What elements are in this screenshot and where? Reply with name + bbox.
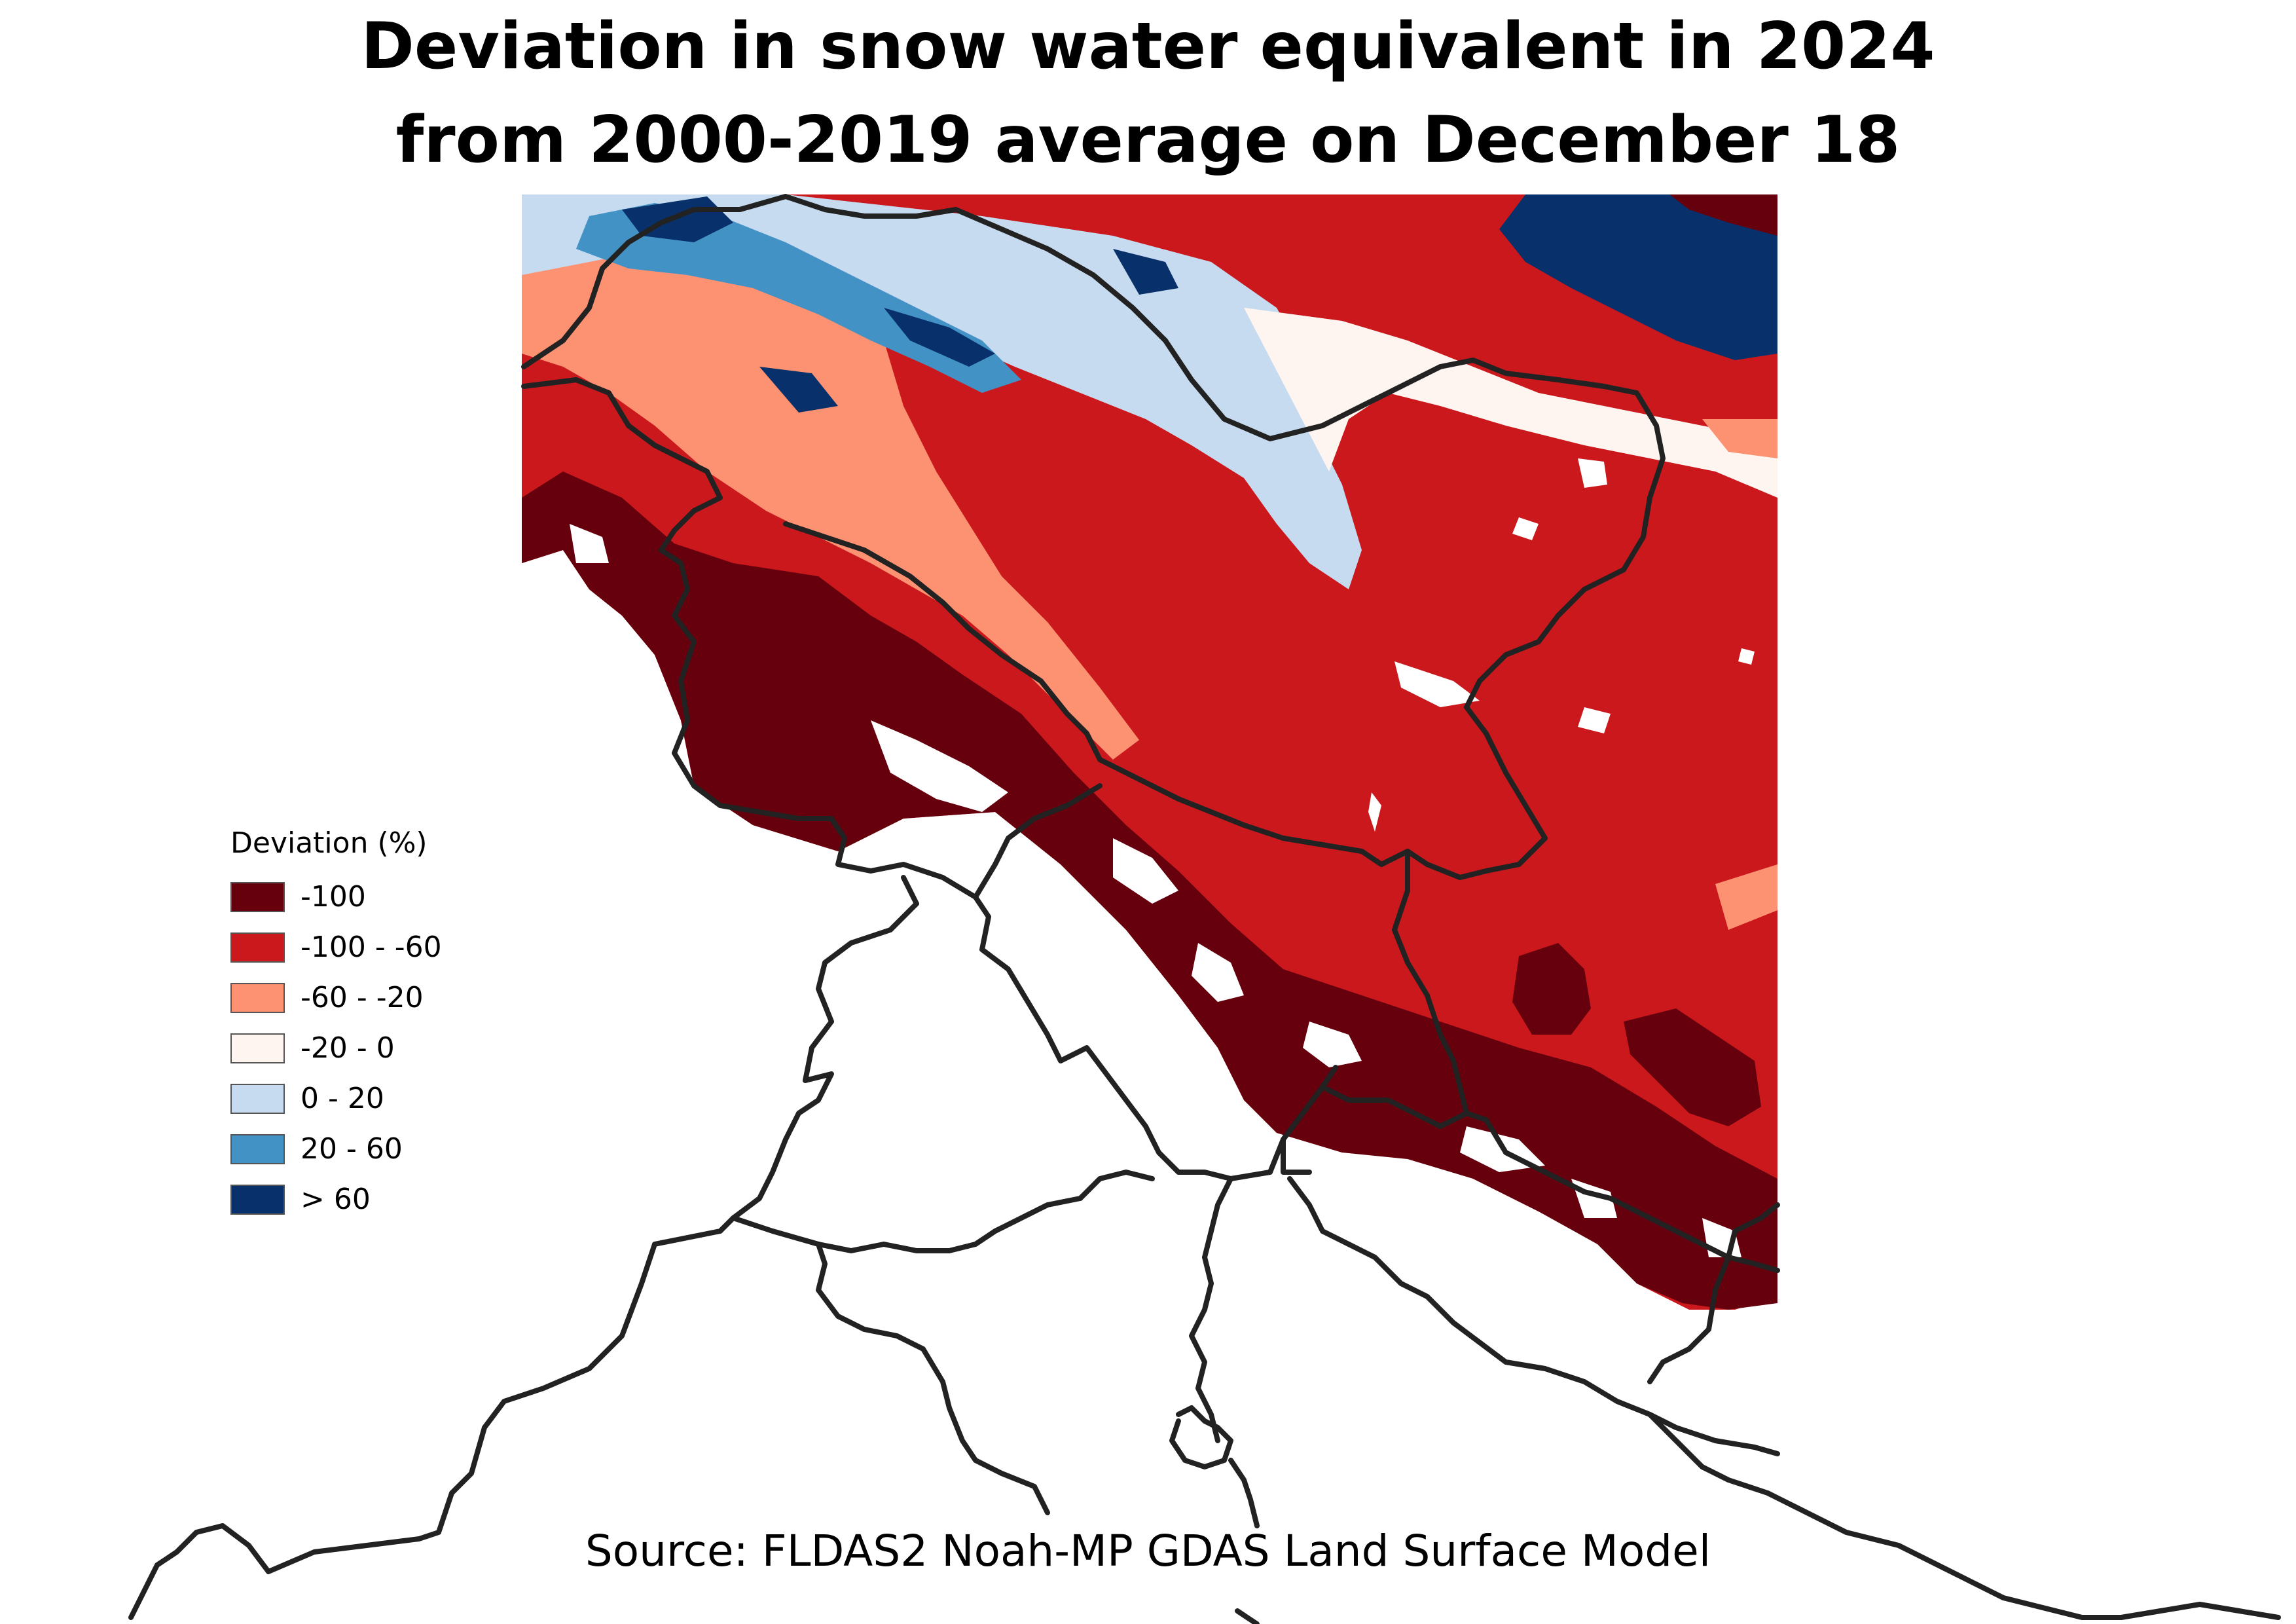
legend-swatch: [230, 982, 285, 1013]
legend-swatch: [230, 1033, 285, 1063]
deviation-minus-60-band: [522, 194, 1139, 760]
border-line-gangetic: [731, 1215, 1050, 1515]
border-line-north: [521, 194, 1666, 880]
border-line-up-loop: [1169, 1405, 1233, 1469]
legend-item-gt-60: > 60: [230, 1174, 442, 1225]
legend-item-minus-100: -100: [230, 872, 442, 922]
deviation-minus-20-0-region: [1244, 308, 1777, 498]
legend-label: 20 - 60: [301, 1132, 403, 1166]
deviation-minus-100-corner: [1669, 194, 1777, 236]
border-line-up: [1189, 1176, 1233, 1443]
border-line-east: [1392, 849, 1780, 1273]
plateau-no-snow-patches: [1368, 458, 1755, 832]
border-line-nepal-west: [1281, 1084, 1469, 1175]
legend-label: -60 - -20: [301, 981, 424, 1014]
legend-item-0-to-20: 0 - 20: [230, 1073, 442, 1124]
border-line-ladakh: [521, 377, 723, 553]
legend-swatch: [230, 1184, 285, 1215]
legend-item-20-to-60: 20 - 60: [230, 1124, 442, 1174]
legend-item-minus-60-to-minus-20: -60 - -20: [230, 972, 442, 1023]
deviation-minus-100-blob-1: [1512, 943, 1591, 1035]
no-snow-region: [522, 550, 1777, 1383]
deviation-minus-100-blob-2: [1624, 1008, 1761, 1126]
border-lines: [128, 194, 2281, 1624]
border-line-central-1: [731, 875, 919, 1221]
border-line-sikkim: [1647, 1202, 1780, 1384]
map-title-line-1: Deviation in snow water equivalent in 20…: [361, 9, 1935, 84]
legend-label: > 60: [301, 1183, 371, 1216]
legend-swatch: [230, 1083, 285, 1114]
map-title-line-2: from 2000-2019 average on December 18: [395, 103, 1901, 177]
border-line-southeast: [1647, 1412, 2281, 1620]
border-line-himalaya: [783, 521, 1410, 867]
legend-label: -100 - -60: [301, 931, 442, 964]
legend-label: -100: [301, 880, 366, 913]
border-line-delhi-south: [816, 1170, 1155, 1253]
deviation-0-20-region: [522, 194, 1362, 589]
legend-item-minus-100-to-minus-60: -100 - -60: [230, 922, 442, 972]
deviation-20-60-region: [576, 203, 1021, 393]
deviation-minus-60-patch: [1715, 864, 1777, 930]
legend-swatch: [230, 881, 285, 912]
legend-swatch: [230, 932, 285, 963]
legend-item-minus-20-to-0: -20 - 0: [230, 1023, 442, 1073]
deviation-minus-60-patch-2: [1702, 419, 1777, 458]
border-line-kashmir: [659, 547, 834, 821]
legend-label: 0 - 20: [301, 1082, 384, 1115]
legend: Deviation (%) -100 -100 - -60 -60 - -20 …: [230, 826, 442, 1225]
border-line-south: [128, 1215, 736, 1620]
deviation-gt-60-region: [1499, 194, 1777, 360]
border-line-bihar: [1287, 1176, 1780, 1456]
legend-title: Deviation (%): [230, 826, 428, 860]
border-line-up-south: [1228, 1458, 1260, 1528]
border-line-punjab: [829, 783, 1102, 900]
legend-label: -20 - 0: [301, 1031, 395, 1065]
snow-raster: [522, 194, 1777, 1383]
source-caption: Source: FLDAS2 Noah-MP GDAS Land Surface…: [585, 1526, 1711, 1576]
legend-swatch: [230, 1134, 285, 1164]
border-line-bottom-center: [1235, 1608, 1260, 1624]
